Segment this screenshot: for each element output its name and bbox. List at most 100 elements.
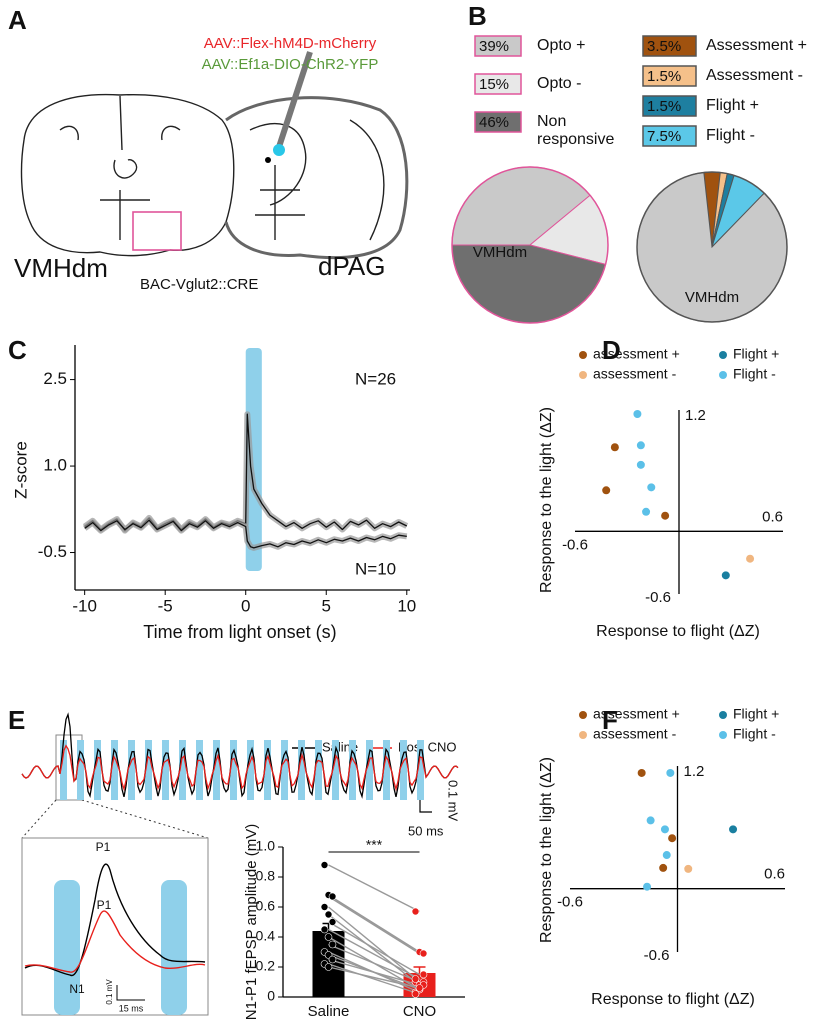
legend-label: Flight + [733, 706, 779, 722]
legend-label: Assessment + [706, 37, 807, 54]
stimulus-band [245, 348, 262, 571]
stimulus [145, 740, 152, 800]
x-tick-label: 0.6 [764, 866, 785, 883]
stimulus [111, 740, 118, 800]
point [328, 940, 337, 949]
coronal-detail [59, 95, 181, 240]
y-tick-label: 1.2 [684, 763, 705, 780]
y-tick-label: -0.5 [38, 542, 67, 561]
legend-label: Flight - [733, 726, 776, 742]
x-tick-label: Saline [308, 1003, 350, 1020]
panel-label: A [8, 5, 27, 35]
x-tick-label: CNO [403, 1003, 436, 1020]
target [265, 157, 271, 163]
point [320, 903, 329, 911]
scale-label: 0.1 mV [446, 780, 461, 822]
x-axis-title: Response to flight (ΔZ) [591, 991, 755, 1008]
stimulus [179, 740, 186, 800]
legend-marker [719, 371, 727, 379]
legend-marker [579, 711, 587, 719]
panel-label: C [8, 335, 27, 365]
pair-line [328, 894, 420, 953]
label-box: Flight - [706, 127, 755, 144]
stimulus [400, 740, 407, 800]
legend-label: Flight - [706, 127, 755, 144]
pair-line [328, 958, 420, 986]
legend-label: assessment - [593, 726, 677, 742]
legend-label: Opto + [537, 37, 586, 54]
dpag-detail [249, 119, 385, 241]
point [633, 410, 642, 418]
y-axis-title: Z-score [11, 441, 30, 499]
x-axis-title: Response to flight (ΔZ) [596, 623, 760, 640]
x-tick-label: -5 [158, 596, 173, 615]
legend-label: Flight - [733, 366, 776, 382]
x-tick-label: 0.6 [762, 508, 783, 525]
pair-line [328, 943, 420, 983]
point [647, 483, 656, 492]
point [660, 825, 669, 834]
legend-swatch [642, 125, 697, 147]
point [684, 864, 693, 873]
y-axis-title: N1-P1 fEPSP amplitude (mV) [243, 824, 260, 1020]
stimulus [162, 740, 169, 800]
panel-label: F [602, 705, 618, 735]
legend-swatch [642, 95, 697, 117]
scale-label: 0.1 mV [105, 979, 114, 1005]
x-axis-title: Time from light onset (s) [143, 622, 336, 642]
point [328, 892, 337, 901]
error-bar [413, 966, 426, 973]
legend-label: Opto - [537, 75, 582, 92]
stimulus [349, 740, 356, 800]
stimulus [128, 740, 135, 800]
stimulus [332, 740, 339, 800]
x-tick-label: -0.6 [557, 894, 583, 911]
stimulus [247, 740, 254, 800]
point [637, 768, 646, 777]
pair-line [328, 864, 420, 913]
pair-line [328, 913, 420, 986]
legend-swatch [474, 35, 522, 57]
peak-label: P1 [96, 840, 111, 854]
point [636, 441, 645, 450]
pie-edge [636, 171, 788, 323]
legend-value: 3.5% [647, 38, 681, 55]
coronal-section [20, 93, 235, 257]
label-box: Opto - [537, 75, 582, 92]
legend-label: assessment + [593, 346, 680, 362]
inset-frame [21, 837, 209, 1016]
x-tick-label: 0 [241, 596, 250, 615]
stimulus [213, 740, 220, 800]
optic-fiber [275, 51, 313, 151]
point [729, 825, 738, 834]
point [324, 910, 333, 919]
legend-swatch [474, 73, 522, 95]
brain-schematic: AAV::Flex-hM4D-mCherry AAV::Ef1a-DIO-ChR… [14, 35, 409, 293]
series-label: N=26 [355, 369, 396, 388]
point [411, 907, 420, 916]
legend-marker [579, 371, 587, 379]
pair-line [328, 895, 420, 955]
y-tick-label: 0.2 [256, 958, 276, 974]
label-box: Non responsive [537, 113, 614, 148]
y-axis-title: Response to the light (ΔZ) [538, 407, 555, 593]
series-label: N=10 [355, 559, 396, 578]
point [636, 460, 645, 469]
stimulus [60, 740, 67, 800]
legend-label: assessment + [593, 706, 680, 722]
y-tick-label: 0 [267, 988, 275, 1004]
x-tick-label: -0.6 [562, 536, 588, 553]
point [415, 984, 424, 992]
stimulus [366, 740, 373, 800]
point [666, 768, 675, 777]
point [721, 571, 730, 580]
point [642, 507, 651, 516]
point [324, 963, 333, 971]
y-tick-label: 0.6 [256, 898, 276, 914]
legend-value: 7.5% [647, 128, 681, 145]
scale-label: 15 ms [119, 1003, 144, 1013]
inset-scale-bar [116, 985, 145, 1001]
stimulus [77, 740, 84, 800]
